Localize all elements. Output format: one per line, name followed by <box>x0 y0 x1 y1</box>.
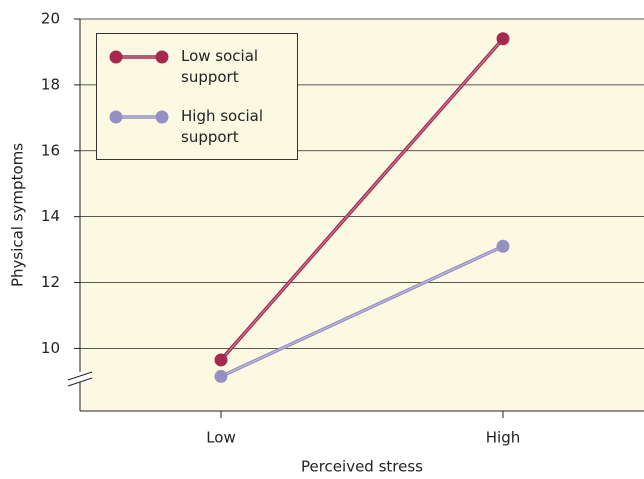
y-tick-label: 16 <box>41 141 60 159</box>
point <box>496 239 510 253</box>
legend-entry: High social support <box>109 106 291 148</box>
legend-swatch <box>109 50 169 64</box>
series-line-highlight <box>220 38 504 361</box>
y-tick-label: 12 <box>41 273 60 291</box>
y-tick-label: 20 <box>41 10 60 28</box>
legend-label: High social support <box>181 107 264 146</box>
point <box>496 32 510 46</box>
point <box>214 369 228 383</box>
series-line-highlight <box>220 245 504 377</box>
point <box>214 353 228 367</box>
x-axis-label: Perceived stress <box>301 458 423 476</box>
legend: Low social support High social support <box>96 33 298 160</box>
legend-swatch <box>109 110 169 124</box>
y-axis-label: Physical symptoms <box>9 143 27 287</box>
y-tick-label: 10 <box>41 339 60 357</box>
x-tick-label: High <box>486 429 520 447</box>
y-tick-label: 18 <box>41 75 60 93</box>
axis-break <box>67 371 93 387</box>
legend-entry: Low social support <box>109 46 291 88</box>
y-tick-label: 14 <box>41 207 60 225</box>
legend-label: Low social support <box>181 47 259 86</box>
x-tick-label: Low <box>206 429 236 447</box>
series-line <box>220 244 504 379</box>
series-line <box>219 37 505 362</box>
